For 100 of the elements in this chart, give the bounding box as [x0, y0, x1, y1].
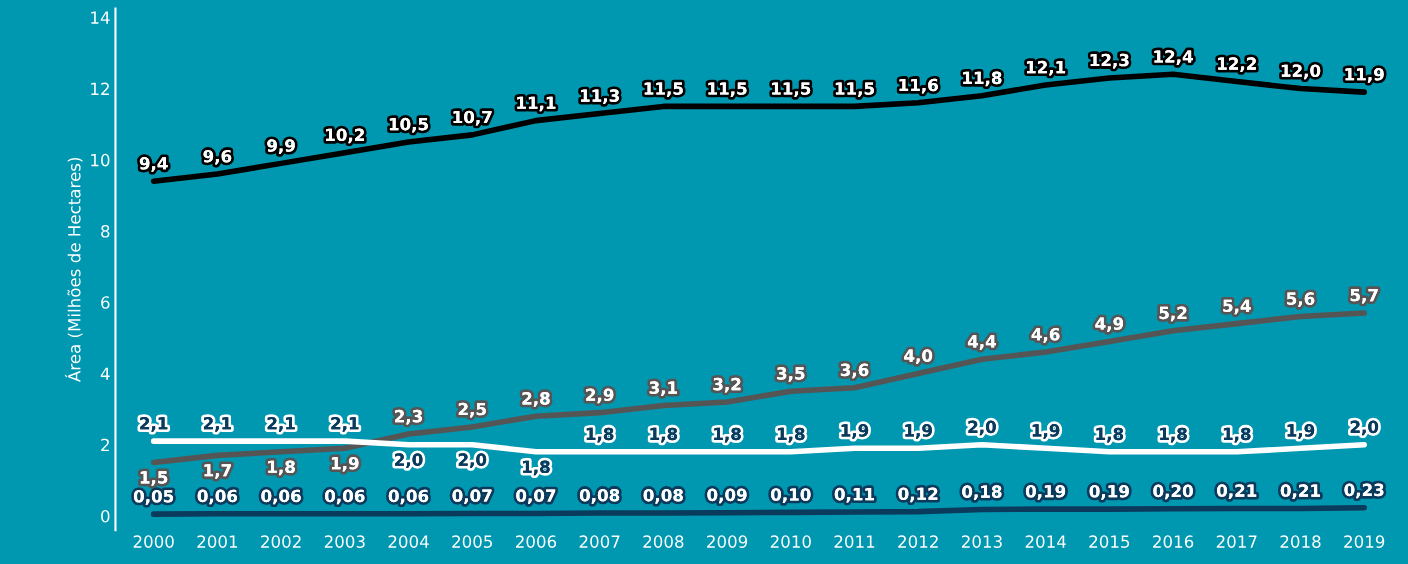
data-label: 11,3	[580, 89, 619, 105]
data-label: 0,08	[579, 488, 620, 504]
data-label: 1,8	[1223, 427, 1251, 443]
x-tick-label: 2019	[1344, 535, 1385, 548]
data-label: 0,10	[771, 488, 811, 503]
data-label: 1,9	[331, 456, 359, 472]
y-tick-label: 6	[101, 296, 110, 309]
data-label: 2,3	[395, 409, 422, 425]
data-label: 12,3	[1090, 53, 1129, 69]
data-label: 3,1	[649, 381, 677, 397]
data-label: 0,09	[707, 488, 747, 504]
data-label: 0,19	[1089, 484, 1129, 500]
data-label: 4,6	[1031, 327, 1060, 343]
data-label: 2,0	[458, 453, 487, 469]
x-tick-label: 2006	[515, 535, 557, 548]
data-label: 0,06	[388, 489, 429, 505]
data-label: 11,1	[517, 96, 556, 112]
y-axis-title: Área (Milhões de Hectares)	[64, 157, 83, 382]
data-label: 3,6	[840, 363, 869, 379]
data-label: 2,1	[140, 416, 168, 432]
x-tick-label: 2007	[579, 535, 620, 548]
data-label: 12,2	[1218, 57, 1256, 73]
data-label: 2,0	[968, 420, 996, 436]
data-label: 0,07	[516, 489, 556, 504]
x-tick-label: 2010	[770, 535, 811, 548]
x-tick-label: 2011	[834, 535, 875, 548]
data-label: 0,21	[1280, 484, 1320, 500]
x-tick-label: 2005	[452, 535, 492, 548]
data-label: 1,9	[841, 424, 869, 439]
y-tick-label: 14	[91, 11, 110, 24]
data-label: 5,4	[1223, 299, 1251, 315]
data-label: 10,5	[389, 117, 428, 133]
data-label: 0,23	[1344, 483, 1384, 499]
x-tick-label: 2014	[1025, 535, 1066, 548]
data-label: 0,20	[1153, 484, 1193, 500]
data-label: 2,0	[395, 453, 423, 469]
data-label: 1,8	[268, 460, 295, 476]
data-label: 0,21	[1217, 484, 1257, 500]
data-label: 2,0	[1350, 420, 1379, 436]
x-tick-label: 2004	[388, 535, 429, 548]
data-label: 10,2	[326, 128, 364, 144]
x-tick-label: 2003	[324, 535, 365, 548]
x-tick-label: 2012	[898, 535, 938, 548]
data-label: 0,11	[834, 487, 874, 503]
data-label: 0,19	[1025, 484, 1066, 500]
data-label: 0,06	[261, 489, 301, 505]
y-tick-label: 8	[101, 224, 110, 238]
data-label: 1,8	[1160, 427, 1187, 443]
data-label: 9,6	[203, 149, 232, 165]
x-tick-label: 2013	[961, 535, 1002, 548]
data-label: 2,1	[203, 416, 232, 432]
data-label: 11,5	[644, 82, 683, 97]
data-label: 1,8	[714, 427, 741, 443]
data-label: 11,5	[835, 82, 874, 97]
data-label: 1,5	[140, 471, 168, 486]
data-label: 4,4	[967, 335, 996, 350]
data-label: 1,8	[650, 427, 678, 443]
data-label: 2,1	[331, 416, 359, 432]
data-label: 1,8	[523, 460, 550, 476]
data-label: 5,6	[1287, 292, 1315, 308]
y-tick-label: 4	[100, 367, 110, 380]
x-tick-label: 2009	[707, 535, 748, 548]
x-tick-label: 2015	[1089, 535, 1130, 548]
y-tick-label: 10	[91, 153, 110, 167]
data-label: 4,9	[1095, 317, 1124, 332]
x-tick-label: 2001	[197, 535, 238, 548]
data-label: 11,5	[708, 82, 747, 97]
data-label: 0,05	[133, 489, 174, 505]
data-label: 3,5	[777, 367, 805, 382]
data-label: 1,9	[905, 424, 932, 439]
y-tick-label: 2	[101, 438, 109, 452]
data-label: 1,9	[1287, 424, 1315, 439]
data-label: 4,0	[904, 349, 933, 365]
data-label: 12,4	[1154, 50, 1193, 65]
data-label: 5,7	[1350, 288, 1378, 304]
data-label: 11,5	[772, 82, 811, 97]
x-tick-label: 2018	[1280, 535, 1321, 548]
x-tick-label: 2002	[261, 535, 301, 548]
data-label: 10,7	[453, 110, 492, 126]
data-label: 2,1	[267, 416, 295, 432]
data-label: 11,8	[963, 71, 1002, 87]
data-label: 1,9	[1032, 424, 1060, 439]
x-tick-label: 2017	[1216, 535, 1257, 548]
data-label: 1,8	[1096, 427, 1124, 443]
data-label: 11,6	[899, 78, 938, 94]
data-label: 2,9	[586, 388, 614, 404]
data-label: 12,0	[1281, 64, 1321, 80]
data-label: 3,2	[713, 377, 741, 393]
data-label: 0,12	[898, 487, 938, 503]
x-tick-label: 2016	[1153, 535, 1194, 548]
data-label: 1,8	[586, 427, 614, 443]
y-tick-label: 0	[101, 509, 110, 523]
data-label: 11,9	[1345, 67, 1384, 83]
data-label: 1,7	[204, 464, 231, 479]
x-tick-label: 2000	[133, 535, 174, 548]
data-label: 0,08	[643, 488, 683, 504]
data-label: 0,06	[325, 489, 365, 505]
data-label: 12,1	[1026, 60, 1066, 76]
data-label: 9,9	[267, 139, 295, 154]
data-label: 1,8	[777, 427, 805, 443]
